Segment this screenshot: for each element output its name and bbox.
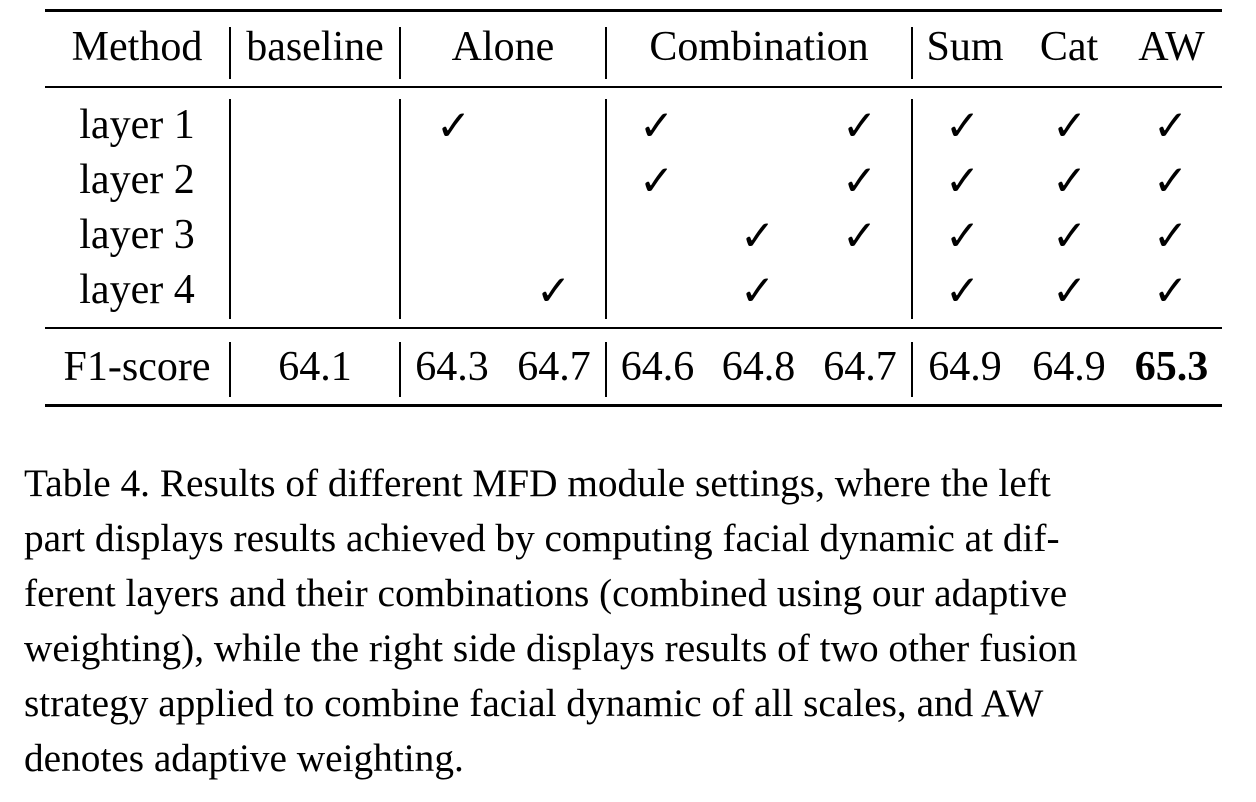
results-table: Method baseline Alone Combination Sum Ca… xyxy=(45,9,1222,409)
row-label-layer-4: layer 4 xyxy=(79,267,195,313)
caption-line: Table 4. Results of different MFD module… xyxy=(24,461,1051,505)
check-layer-2-cat: ✓ xyxy=(1052,159,1088,205)
vline-method-baseline-f1 xyxy=(229,342,231,397)
f1-alone-1: 64.3 xyxy=(415,344,489,390)
table-bottom-rule xyxy=(45,404,1222,407)
vline-combination-fusion-body xyxy=(911,99,913,319)
f1-sum: 64.9 xyxy=(928,344,1002,390)
check-layer-2-combination-1: ✓ xyxy=(639,159,675,205)
f1-combination-2: 64.8 xyxy=(721,344,796,390)
vline-combination-fusion-f1 xyxy=(911,342,913,397)
vline-baseline-alone-header xyxy=(399,27,401,79)
header-baseline: baseline xyxy=(246,24,384,70)
check-layer-1-combination-3: ✓ xyxy=(842,104,878,150)
f1-combination-1: 64.6 xyxy=(620,344,695,390)
caption-line: denotes adaptive weighting. xyxy=(24,736,464,780)
f1-cat: 64.9 xyxy=(1032,344,1106,390)
check-layer-4-cat: ✓ xyxy=(1052,269,1088,315)
check-layer-1-combination-1: ✓ xyxy=(639,104,675,150)
header-sum: Sum xyxy=(926,24,1004,70)
check-layer-1-aw: ✓ xyxy=(1153,104,1189,150)
check-layer-1-alone-1: ✓ xyxy=(436,104,472,150)
check-layer-3-combination-3: ✓ xyxy=(842,214,878,260)
check-layer-4-alone-2: ✓ xyxy=(536,269,572,315)
check-layer-4-combination-2: ✓ xyxy=(740,269,776,315)
vline-alone-combination-header xyxy=(605,27,607,79)
check-layer-3-combination-2: ✓ xyxy=(740,214,776,260)
f1-alone-2: 64.7 xyxy=(517,344,591,390)
header-aw: AW xyxy=(1138,24,1205,70)
header-combination: Combination xyxy=(649,24,869,70)
header-cat: Cat xyxy=(1039,24,1099,70)
vline-alone-combination-body xyxy=(605,99,607,319)
vline-method-baseline-body xyxy=(229,99,231,319)
row-label-layer-1: layer 1 xyxy=(79,102,195,148)
table-caption: Table 4. Results of different MFD module… xyxy=(24,456,1224,786)
check-layer-2-sum: ✓ xyxy=(945,159,981,205)
caption-line: ferent layers and their combinations (co… xyxy=(24,571,1068,615)
vline-combination-fusion-header xyxy=(911,27,913,79)
check-layer-3-aw: ✓ xyxy=(1153,214,1189,260)
vline-baseline-alone-f1 xyxy=(399,342,401,397)
vline-baseline-alone-body xyxy=(399,99,401,319)
f1-label: F1-score xyxy=(63,344,211,390)
row-label-layer-3: layer 3 xyxy=(79,212,195,258)
check-layer-1-sum: ✓ xyxy=(945,104,981,150)
check-layer-4-sum: ✓ xyxy=(945,269,981,315)
check-layer-3-sum: ✓ xyxy=(945,214,981,260)
check-layer-2-combination-3: ✓ xyxy=(842,159,878,205)
caption-line: strategy applied to combine facial dynam… xyxy=(24,681,1044,725)
vline-method-baseline-header xyxy=(229,27,231,79)
check-layer-3-cat: ✓ xyxy=(1052,214,1088,260)
header-method: Method xyxy=(71,24,203,70)
f1-aw-best: 65.3 xyxy=(1134,344,1209,390)
header-alone: Alone xyxy=(451,24,555,70)
check-layer-2-aw: ✓ xyxy=(1153,159,1189,205)
table-f1-rule xyxy=(45,327,1222,329)
f1-baseline: 64.1 xyxy=(278,344,352,390)
check-layer-4-aw: ✓ xyxy=(1153,269,1189,315)
vline-alone-combination-f1 xyxy=(605,342,607,397)
row-label-layer-2: layer 2 xyxy=(79,157,195,203)
caption-line: part displays results achieved by comput… xyxy=(24,516,1060,560)
table-top-rule xyxy=(45,9,1222,12)
caption-line: weighting), while the right side display… xyxy=(24,626,1078,670)
check-layer-1-cat: ✓ xyxy=(1052,104,1088,150)
f1-combination-3: 64.7 xyxy=(823,344,897,390)
table-header-rule xyxy=(45,86,1222,88)
